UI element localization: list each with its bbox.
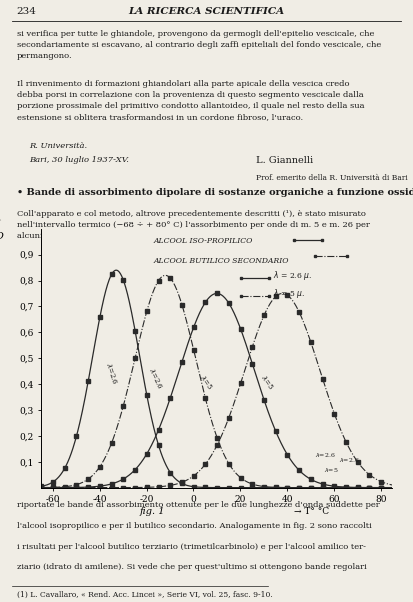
Text: ALCOOL ISO-PROPILICO: ALCOOL ISO-PROPILICO [154, 237, 253, 244]
Text: $\lambda$=5: $\lambda$=5 [259, 373, 275, 391]
Text: $\lambda$ = 2.6 $\mu$.: $\lambda$ = 2.6 $\mu$. [273, 269, 312, 282]
Text: D: D [0, 232, 3, 241]
Text: l'alcool isopropilico e per il butilico secondario. Analogamente in fig. 2 sono : l'alcool isopropilico e per il butilico … [17, 522, 371, 530]
Text: Prof. emerito della R. Università di Bari: Prof. emerito della R. Università di Bar… [256, 174, 408, 182]
Text: Coll'apparato e col metodo, altrove precedentemente descritti (¹), è stato misur: Coll'apparato e col metodo, altrove prec… [17, 211, 369, 240]
Text: $\lambda$=5: $\lambda$=5 [325, 466, 339, 474]
Text: ALCOOL BUTILICO SECONDARIO: ALCOOL BUTILICO SECONDARIO [154, 257, 289, 265]
Text: $\lambda$ = 5 $\mu$.: $\lambda$ = 5 $\mu$. [273, 287, 305, 300]
Text: I risultati delle presenti misure sono raccolti nelle figg. 1, 2 e 3. In fig. 1 : I risultati delle presenti misure sono r… [50, 229, 377, 237]
Text: fig. 1: fig. 1 [140, 506, 165, 515]
Text: $\lambda$=2.6: $\lambda$=2.6 [339, 456, 359, 464]
Text: ↑: ↑ [0, 219, 3, 228]
Text: $\lambda$=2.6: $\lambda$=2.6 [147, 367, 164, 391]
Text: (1) L. Cavallaro, « Rend. Acc. Lincei », Serie VI, vol. 25, fasc. 9-10.: (1) L. Cavallaro, « Rend. Acc. Lincei »,… [17, 591, 272, 598]
Text: • Bande di assorbimento dipolare di sostanze organiche a funzione ossidrilica: • Bande di assorbimento dipolare di sost… [17, 188, 413, 197]
Text: R. Università.: R. Università. [29, 142, 87, 150]
Text: LA RICERCA SCIENTIFICA: LA RICERCA SCIENTIFICA [128, 7, 285, 16]
Text: → T° °C: → T° °C [294, 506, 329, 515]
Text: $\lambda$=2.6: $\lambda$=2.6 [104, 361, 120, 386]
Text: si verifica per tutte le ghiandole, provengono da germogli dell'epitelio vescica: si verifica per tutte le ghiandole, prov… [17, 29, 381, 60]
Text: 234: 234 [17, 7, 36, 16]
Text: i risultati per l'alcool butilico terziario (trimetilcarbinolo) e per l'alcool a: i risultati per l'alcool butilico terzia… [17, 542, 366, 550]
Text: L. Giannelli: L. Giannelli [256, 155, 313, 164]
Text: ziario (idrato di amilene). Si vede che per quest'ultimo si ottengono bande rego: ziario (idrato di amilene). Si vede che … [17, 563, 366, 571]
Text: Bari, 30 luglio 1937-XV.: Bari, 30 luglio 1937-XV. [29, 155, 129, 164]
Text: riportate le bande di assorbimento ottenute per le due lunghezze d'onda suddette: riportate le bande di assorbimento otten… [17, 501, 379, 509]
Text: $\lambda$=2.6: $\lambda$=2.6 [315, 450, 336, 459]
Text: $\lambda$=5: $\lambda$=5 [198, 373, 215, 391]
Text: Il rinvenimento di formazioni ghiandolari alla parte apicale della vescica credo: Il rinvenimento di formazioni ghiandolar… [17, 80, 364, 121]
